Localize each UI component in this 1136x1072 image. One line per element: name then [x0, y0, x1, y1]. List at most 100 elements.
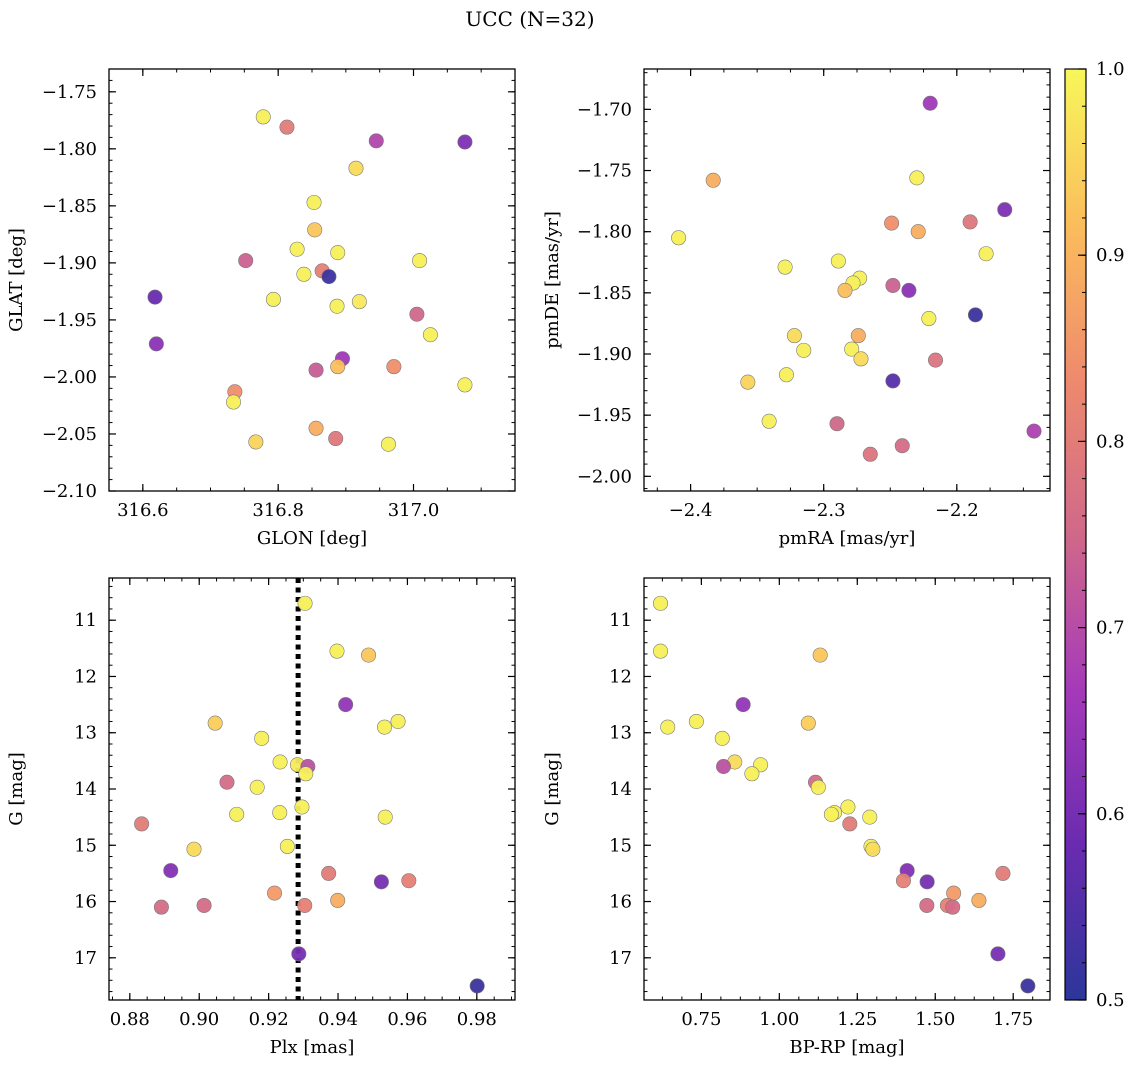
- scatter-panel-3: 0.88 0.90 0.92 0.94 0.96 0.98 11 12 13 14 15 16 17 Pl…: [6, 577, 516, 1058]
- scatter-point: [297, 897, 313, 913]
- scatter-point: [761, 413, 777, 429]
- scatter-point: [740, 374, 756, 390]
- scatter-point: [688, 713, 704, 729]
- scatter-point: [457, 377, 473, 393]
- y-tick-label: −1.80: [42, 139, 97, 160]
- scatter-panel-2: −2.4 −2.3 −2.2 −1.70 −1.75 −1.80 −1.85 −1.90 −1.…: [542, 68, 1051, 549]
- scatter-point: [409, 306, 425, 322]
- y-tick-label: −1.75: [42, 82, 97, 103]
- x-tick-label: 0.94: [318, 1009, 358, 1030]
- scatter-point: [147, 289, 163, 305]
- colorbar-tick-label: 0.5: [1096, 990, 1125, 1011]
- scatter-point: [296, 266, 312, 282]
- scatter-point: [995, 865, 1011, 881]
- scatter-point: [351, 294, 367, 310]
- scatter-point: [862, 446, 878, 462]
- scatter-point: [255, 109, 271, 125]
- x-axis-label: GLON [deg]: [257, 528, 367, 549]
- scatter-point: [909, 170, 925, 186]
- scatter-point: [238, 253, 254, 269]
- scatter-point: [469, 978, 485, 994]
- scatter-point: [186, 841, 202, 857]
- scatter-point: [219, 774, 235, 790]
- x-axis-label: pmRA [mas/yr]: [779, 528, 916, 549]
- scatter-point: [850, 328, 866, 344]
- scatter-point: [885, 278, 901, 294]
- x-tick-label: 317.0: [388, 500, 440, 521]
- scatter-point: [329, 298, 345, 314]
- colorbar-tick-label: 0.9: [1096, 245, 1125, 266]
- y-tick-label: −1.85: [577, 283, 632, 304]
- scatter-point: [380, 436, 396, 452]
- scatter-point: [830, 253, 846, 269]
- x-tick-label: 1.25: [837, 1009, 877, 1030]
- scatter-point: [377, 809, 393, 825]
- y-tick-label: 14: [74, 779, 97, 800]
- y-tick-label: −1.85: [42, 196, 97, 217]
- scatter-point: [291, 946, 307, 962]
- y-tick-label: 12: [74, 666, 97, 687]
- scatter-point: [373, 874, 389, 890]
- scatter-point: [321, 269, 337, 285]
- scatter-point: [321, 865, 337, 881]
- scatter-point: [422, 327, 438, 343]
- scatter-point: [800, 715, 816, 731]
- y-tick-label: −1.95: [42, 310, 97, 331]
- scatter-point: [716, 758, 732, 774]
- y-tick-label: −1.75: [577, 161, 632, 182]
- y-tick-label: 15: [609, 835, 632, 856]
- y-tick-label: −2.10: [42, 481, 97, 502]
- x-tick-label: −2.3: [802, 500, 846, 521]
- scatter-points: [134, 595, 485, 994]
- x-tick-label: 0.96: [387, 1009, 427, 1030]
- scatter-point: [921, 311, 937, 327]
- y-tick-label: −2.00: [577, 466, 632, 487]
- colorbar: 0.5 0.6 0.7 0.8 0.9 1.0: [1064, 59, 1125, 1011]
- scatter-point: [840, 799, 856, 815]
- scatter-point: [229, 806, 245, 822]
- x-tick-label: 0.92: [249, 1009, 289, 1030]
- y-axis-label: G [mag]: [6, 752, 27, 825]
- scatter-point: [306, 194, 322, 210]
- y-tick-label: −1.90: [577, 344, 632, 365]
- scatter-point: [368, 133, 384, 149]
- y-tick-label: −1.70: [577, 99, 632, 120]
- scatter-point: [265, 291, 281, 307]
- scatter-point: [862, 809, 878, 825]
- scatter-point: [207, 715, 223, 731]
- scatter-point: [279, 119, 295, 135]
- scatter-point: [1026, 423, 1042, 439]
- y-axis-label: GLAT [deg]: [6, 228, 27, 332]
- scatter-point: [279, 838, 295, 854]
- scatter-point: [330, 892, 346, 908]
- y-tick-label: 15: [74, 835, 97, 856]
- x-tick-label: 0.98: [457, 1009, 497, 1030]
- colorbar-tick-label: 0.8: [1096, 431, 1125, 452]
- axes-frame: [643, 68, 1051, 492]
- scatter-point: [254, 730, 270, 746]
- scatter-point: [842, 816, 858, 832]
- colorbar-tick-label: 0.6: [1096, 804, 1125, 825]
- scatter-point: [671, 230, 687, 246]
- scatter-point: [894, 438, 910, 454]
- scatter-point: [361, 647, 377, 663]
- y-tick-label: 17: [74, 948, 97, 969]
- scatter-point: [153, 899, 169, 915]
- scatter-point: [272, 805, 288, 821]
- scatter-point: [778, 367, 794, 383]
- scatter-point: [885, 373, 901, 389]
- y-tick-label: −2.00: [42, 367, 97, 388]
- scatter-point: [945, 899, 961, 915]
- scatter-point: [412, 253, 428, 269]
- y-tick-label: −1.95: [577, 405, 632, 426]
- y-tick-label: 13: [609, 723, 632, 744]
- scatter-point: [308, 420, 324, 436]
- colorbar-gradient: [1064, 68, 1087, 1001]
- scatter-point: [928, 352, 944, 368]
- scatter-point: [267, 885, 283, 901]
- scatter-point: [812, 647, 828, 663]
- scatter-point: [971, 892, 987, 908]
- scatter-point: [744, 766, 760, 782]
